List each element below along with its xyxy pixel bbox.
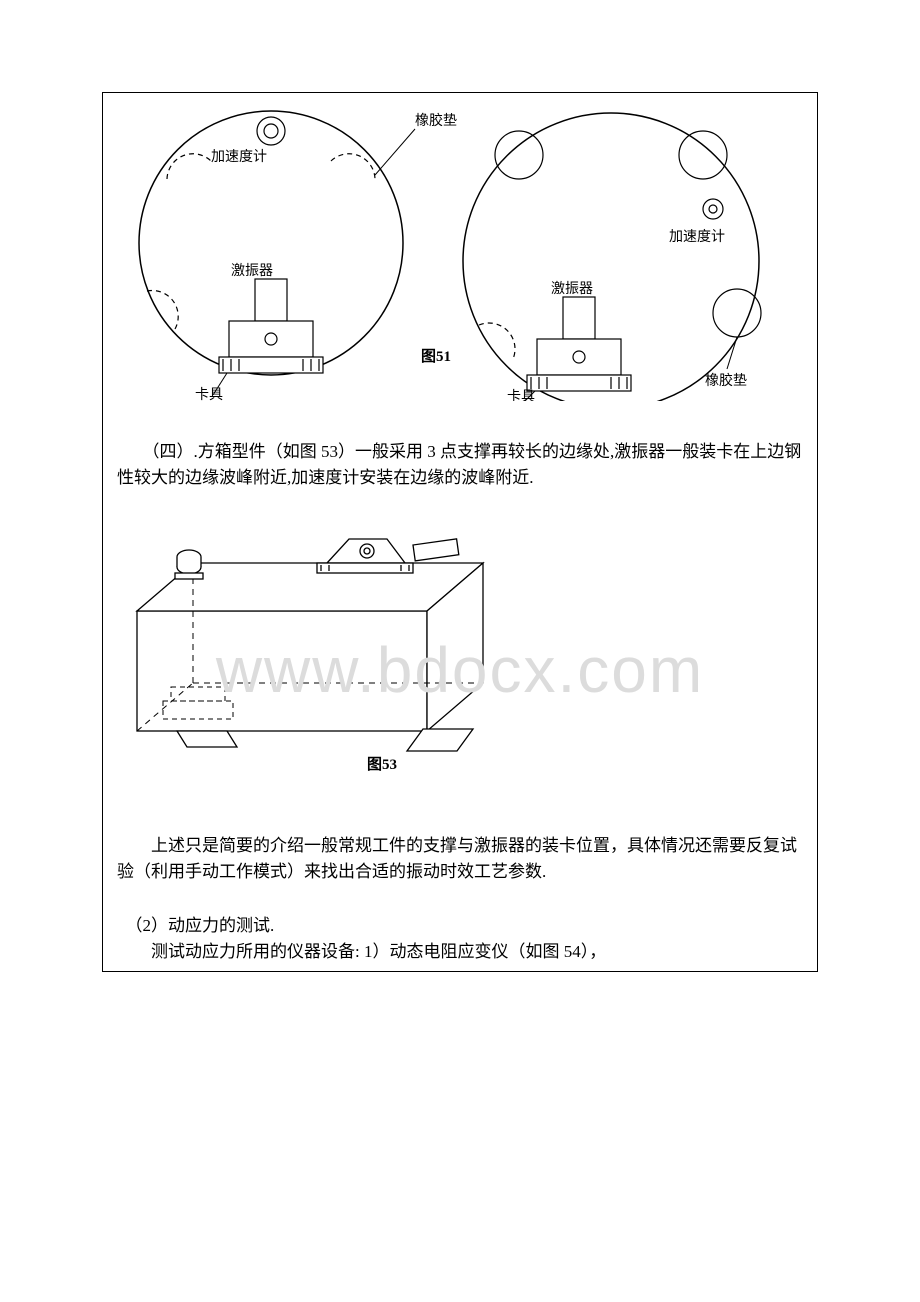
fig51-left-rubber-label: 橡胶垫	[415, 112, 457, 129]
fig51-left-exciter-label: 激振器	[231, 262, 273, 279]
fig51-left-clamp-label: 卡具	[195, 387, 223, 401]
figure-51: 加速度计 橡胶垫 激振器 卡具	[111, 101, 811, 401]
fig51-label: 图51	[421, 348, 451, 365]
fig51-left-accel-label: 加速度计	[211, 149, 267, 165]
document-frame: www.bdocx.com 加速度计 橡胶垫 激振器	[102, 92, 818, 972]
paragraph-section-2: （2）动应力的测试.	[117, 913, 805, 939]
fig51-right-accel-label: 加速度计	[669, 229, 725, 245]
paragraph-summary: 上述只是简要的介绍一般常规工件的支撑与激振器的装卡位置，具体情况还需要反复试验（…	[117, 833, 805, 886]
figure-53: 图53	[117, 531, 497, 791]
paragraph-4: （四）.方箱型件（如图 53）一般采用 3 点支撑再较长的边缘处,激振器一般装卡…	[117, 439, 805, 492]
fig51-right-rubber-label: 橡胶垫	[705, 372, 747, 389]
fig51-right-exciter-label: 激振器	[551, 280, 593, 297]
fig51-right-clamp-label: 卡具	[507, 389, 535, 401]
paragraph-equipment: 测试动应力所用的仪器设备: 1）动态电阻应变仪（如图 54），	[117, 939, 805, 965]
fig53-label: 图53	[367, 756, 397, 773]
